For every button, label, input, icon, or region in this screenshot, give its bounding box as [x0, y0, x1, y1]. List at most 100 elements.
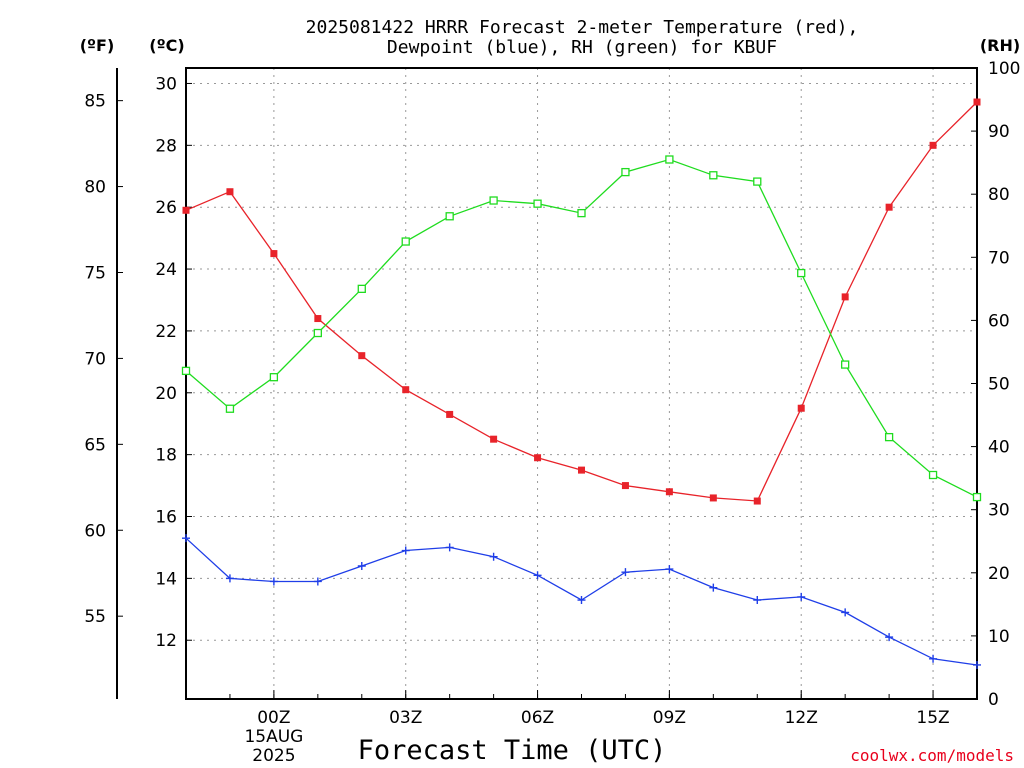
rh-point: [313, 328, 322, 338]
fahrenheit-tick-label: 85: [84, 92, 106, 112]
temperature-point: [314, 315, 322, 323]
dewpoint-point: [577, 596, 586, 605]
fahrenheit-tick-label: 70: [84, 349, 106, 369]
rh-point: [357, 284, 366, 294]
rh-point: [709, 171, 718, 180]
celsius-unit-label: (ºC): [149, 36, 184, 55]
fahrenheit-tick-label: 80: [84, 178, 106, 198]
dewpoint-point: [533, 571, 542, 580]
fahrenheit-tick-label: 75: [84, 263, 106, 283]
x-axis-title: Forecast Time (UTC): [358, 735, 667, 766]
rh-point: [225, 404, 235, 413]
rh-point: [884, 432, 894, 442]
dewpoint-point: [929, 654, 938, 663]
temperature-point: [402, 386, 410, 394]
x-tick-label: 03Z: [389, 708, 422, 728]
fahrenheit-tick-label: 60: [84, 521, 106, 541]
rh-tick-label: 10: [988, 627, 1010, 647]
temperature-point: [885, 203, 893, 211]
temperature-point: [753, 497, 761, 505]
rh-point: [445, 212, 454, 221]
grid-layer: [186, 68, 977, 699]
x-tick-label: 15Z: [916, 708, 949, 728]
temperature-point: [797, 404, 805, 412]
temperature-point: [534, 454, 542, 462]
rh-point: [753, 177, 762, 186]
dewpoint-point: [357, 561, 366, 570]
celsius-tick-label: 26: [155, 198, 177, 218]
axes-layer: 12 14 16 18 20 22 24 26 28 30 55 60 65 70 75 80 85 0 10 20 3…: [84, 59, 1020, 766]
dewpoint-point: [973, 660, 981, 669]
celsius-tick-label: 16: [155, 508, 177, 528]
x-tick-label: 12Z: [785, 708, 818, 728]
rh-point: [489, 196, 498, 205]
dewpoint-point: [445, 543, 454, 552]
rh-point: [533, 199, 542, 208]
rh-tick-label: 30: [988, 501, 1010, 521]
chart-title-line2: Dewpoint (blue), RH (green) for KBUF: [387, 37, 777, 58]
temperature-point: [973, 98, 981, 106]
x-tick-label: 00Z: [257, 708, 290, 728]
dewpoint-point: [489, 552, 498, 561]
rh-point: [181, 366, 191, 376]
temperature-point: [665, 488, 673, 496]
temperature-point: [446, 410, 454, 418]
dewpoint-point: [401, 546, 410, 555]
rh-point: [665, 155, 674, 164]
plot-frame: [185, 67, 978, 700]
temperature-point: [621, 482, 629, 490]
rh-point: [797, 268, 806, 278]
temperature-point: [358, 352, 366, 360]
temperature-point: [841, 293, 849, 301]
chart-title-line1: 2025081422 HRRR Forecast 2-meter Tempera…: [306, 17, 859, 38]
series-layer: [181, 98, 982, 669]
rh-point: [577, 208, 586, 218]
temperature-point: [578, 466, 585, 474]
celsius-tick-label: 28: [155, 136, 177, 156]
rh-point: [841, 360, 850, 369]
temperature-point: [709, 494, 717, 502]
celsius-tick-label: 22: [155, 322, 177, 342]
temperature-point: [490, 435, 498, 443]
rh-point: [621, 167, 630, 177]
x-tick-label: 09Z: [653, 708, 686, 728]
temperature-series-line: [185, 101, 978, 502]
celsius-tick-label: 20: [155, 384, 177, 404]
credit-text: coolwx.com/models: [850, 746, 1014, 765]
temperature-point: [270, 250, 278, 258]
fahrenheit-tick-label: 55: [84, 607, 106, 627]
celsius-tick-label: 12: [155, 631, 177, 651]
dewpoint-point: [753, 596, 762, 605]
dewpoint-point: [709, 583, 718, 592]
rh-tick-label: 0: [988, 690, 999, 710]
rh-tick-label: 90: [988, 122, 1010, 142]
fahrenheit-tick-label: 65: [84, 435, 106, 455]
dewpoint-point: [182, 534, 190, 543]
x-tick-year-label: 2025: [252, 746, 295, 766]
rh-tick-label: 100: [988, 59, 1020, 79]
rh-tick-label: 70: [988, 248, 1010, 268]
rh-point: [972, 492, 982, 502]
dewpoint-point: [885, 633, 894, 642]
celsius-tick-label: 14: [155, 569, 177, 589]
rh-tick-label: 60: [988, 311, 1010, 331]
rh-unit-label: (RH): [980, 36, 1020, 55]
rh-point: [269, 373, 279, 382]
rh-tick-label: 20: [988, 564, 1010, 584]
dewpoint-point: [797, 592, 806, 601]
rh-point: [928, 470, 938, 480]
fahrenheit-unit-label: (ºF): [80, 36, 115, 55]
dewpoint-point: [269, 577, 278, 586]
rh-tick-label: 50: [988, 375, 1010, 395]
celsius-tick-label: 30: [155, 74, 177, 94]
dewpoint-point: [665, 565, 674, 574]
temperature-point: [929, 141, 937, 149]
rh-point: [401, 237, 410, 246]
temperature-point: [226, 188, 234, 196]
celsius-tick-label: 18: [155, 446, 177, 466]
celsius-tick-label: 24: [155, 260, 177, 280]
dewpoint-point: [225, 574, 234, 583]
x-tick-date-label: 15AUG: [244, 727, 303, 747]
dewpoint-point: [313, 577, 322, 586]
